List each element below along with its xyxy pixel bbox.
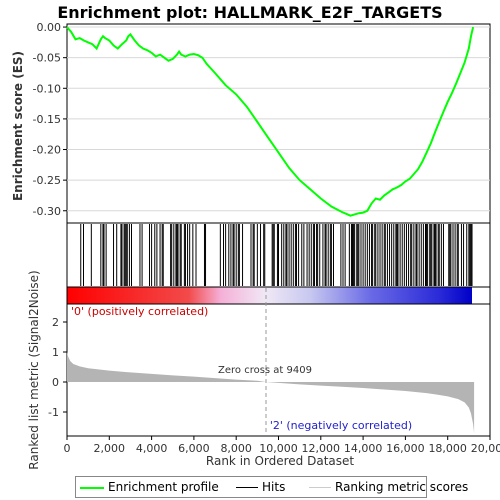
metric-x-tick-label: 14,000 <box>344 442 383 455</box>
rank-gradient-bar <box>67 287 472 304</box>
metric-y-tick-label: 1 <box>52 346 59 359</box>
rank-color-bar <box>66 286 491 305</box>
metric-y-axis-title: Ranked list metric (Signal2Noise) <box>27 270 41 469</box>
es-y-tick-label: 0.00 <box>37 21 62 34</box>
hits-panel <box>66 222 491 288</box>
zero-cross-label: Zero cross at 9409 <box>218 365 312 376</box>
es-y-tick-label: -0.25 <box>33 174 61 187</box>
green-line-icon <box>80 486 104 489</box>
metric-x-axis-title: Rank in Ordered Dataset <box>206 454 354 468</box>
es-y-axis-title: Enrichment score (ES) <box>11 51 25 201</box>
metric-x-tick-label: 18,000 <box>428 442 467 455</box>
metric-y-tick-label: 2 <box>52 316 59 329</box>
es-y-tick-label: -0.15 <box>33 113 61 126</box>
metric-x-tick-label: 4,000 <box>136 442 168 455</box>
metric-x-tick-label: 12,000 <box>302 442 341 455</box>
black-line-icon <box>236 487 258 488</box>
es-y-tick-label: -0.30 <box>33 205 61 218</box>
legend-item-enrichment-profile: Enrichment profile <box>80 480 219 494</box>
gray-line-icon <box>309 487 331 488</box>
metric-x-tick-label: 20,000 <box>471 442 500 455</box>
legend-item-hits: Hits <box>236 480 285 494</box>
metric-x-tick-label: 6,000 <box>178 442 210 455</box>
metric-x-tick-label: 8,000 <box>220 442 252 455</box>
es-plot-frame <box>66 23 491 224</box>
enrichment-profile-line <box>66 26 475 217</box>
metric-y-tick-label: 0 <box>52 376 59 389</box>
ranking-metric-panel: '0' (positively correlated) Zero cross a… <box>27 270 500 469</box>
chart-title: Enrichment plot: HALLMARK_E2F_TARGETS <box>57 3 442 22</box>
metric-y-axis-ticks: 2 1 0 -1 <box>48 316 67 419</box>
negative-correlation-label: '2' (negatively correlated) <box>270 419 412 432</box>
metric-plot-frame <box>66 303 491 437</box>
es-y-tick-label: -0.05 <box>33 52 61 65</box>
enrichment-score-panel: 0.00 -0.05 -0.10 -0.15 -0.20 -0.25 -0.30 Enric… <box>11 21 491 224</box>
metric-y-tick-label: -1 <box>48 406 59 419</box>
metric-x-axis-ticks: 0 2,000 4,000 6,000 8,000 10,000 12,000 14,000 1… <box>64 436 500 455</box>
es-gridlines <box>67 26 490 212</box>
metric-x-tick-label: 2,000 <box>94 442 126 455</box>
es-y-tick-label: -0.10 <box>33 82 61 95</box>
es-y-axis-ticks: 0.00 -0.05 -0.10 -0.15 -0.20 -0.25 -0.30 <box>33 21 67 218</box>
legend: Enrichment profile Hits Ranking metric s… <box>75 476 468 498</box>
legend-item-ranking-metric: Ranking metric scores <box>309 480 468 494</box>
metric-x-tick-label: 0 <box>64 442 71 455</box>
hit-markers <box>80 224 473 286</box>
positive-correlation-label: '0' (positively correlated) <box>71 305 208 318</box>
es-y-tick-label: -0.20 <box>33 144 61 157</box>
metric-x-tick-label: 10,000 <box>259 442 298 455</box>
metric-x-tick-label: 16,000 <box>386 442 425 455</box>
